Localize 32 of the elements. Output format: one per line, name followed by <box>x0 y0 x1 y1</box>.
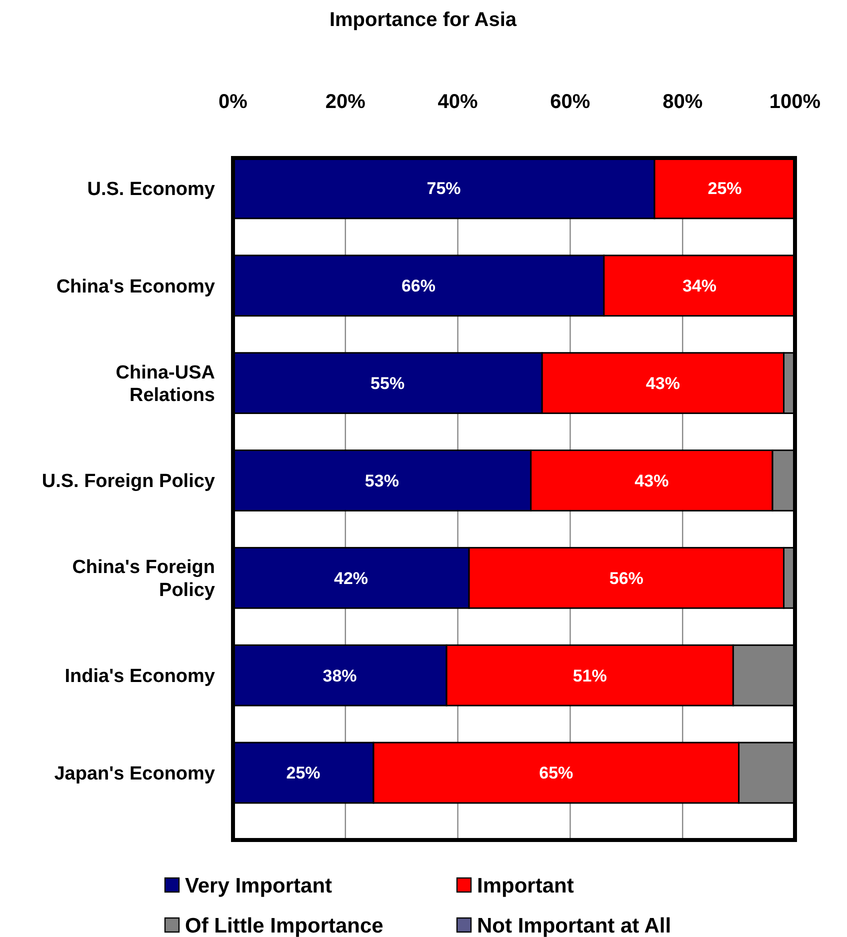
data-label: 25% <box>708 179 742 198</box>
x-tick-label: 60% <box>550 91 590 113</box>
y-tick-label: Japan's Economy <box>54 763 216 784</box>
data-label: 43% <box>634 471 669 490</box>
data-label: 66% <box>401 276 436 296</box>
data-label: 43% <box>646 374 680 394</box>
x-tick-label: 80% <box>662 91 703 113</box>
y-tick-label: India's Economy <box>64 666 216 687</box>
data-label: 38% <box>322 666 357 686</box>
x-tick-label: 40% <box>438 91 478 113</box>
y-tick-label: China's Foreign Policy <box>72 557 216 601</box>
data-label: 53% <box>364 471 399 490</box>
x-tick-label: 20% <box>325 91 366 113</box>
chart-title: Importance for Asia <box>329 9 518 31</box>
data-label: 25% <box>286 764 320 783</box>
data-label: 42% <box>334 568 368 588</box>
legend-label: Of Little Importance <box>185 914 384 937</box>
data-label: 55% <box>370 374 405 394</box>
data-label: 75% <box>426 179 461 198</box>
legend-label: Not Important at All <box>477 914 672 937</box>
x-tick-label: 0% <box>218 91 248 113</box>
data-label: 65% <box>539 764 574 783</box>
y-tick-label: China-USA Relations <box>116 362 216 406</box>
y-tick-label: China's Economy <box>56 276 216 298</box>
data-label: 51% <box>572 666 607 686</box>
y-tick-label: U.S. Economy <box>87 178 216 200</box>
x-tick-label: 100% <box>769 91 821 113</box>
data-label: 34% <box>682 276 716 296</box>
legend-label: Important <box>477 874 574 898</box>
y-tick-label: U.S. Foreign Policy <box>42 471 216 492</box>
legend-label: Very Important <box>185 874 332 898</box>
data-label: 56% <box>609 568 644 588</box>
